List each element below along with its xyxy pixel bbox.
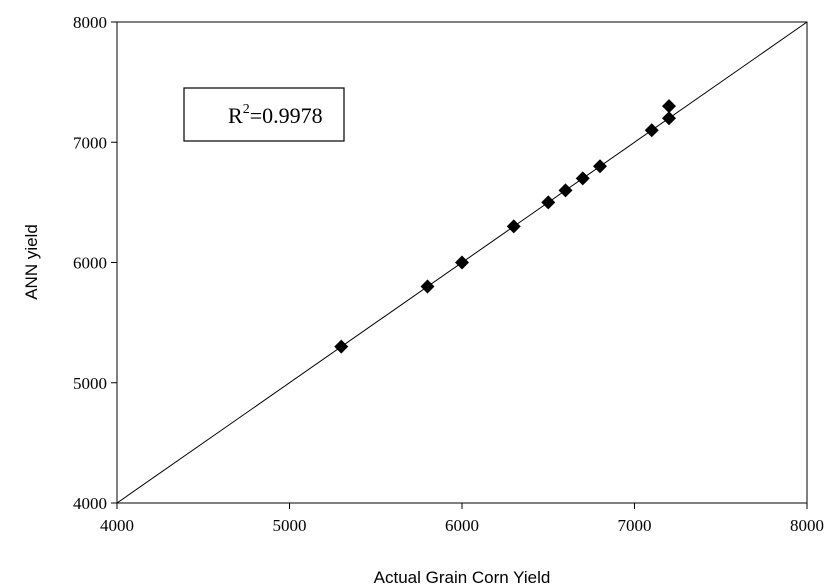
x-tick-label: 8000: [790, 516, 824, 535]
annotation-text: R2=0.9978: [228, 102, 323, 128]
data-point: [593, 159, 607, 174]
y-tick-labels: 4000 5000 6000 7000 8000: [73, 13, 107, 513]
x-axis-title: Actual Grain Corn Yield: [374, 568, 551, 587]
data-point: [662, 99, 676, 114]
y-tick-label: 7000: [73, 133, 107, 152]
y-tick-label: 5000: [73, 374, 107, 393]
y-tick-label: 8000: [73, 13, 107, 32]
annotation-value: =0.9978: [250, 103, 323, 128]
y-tick-label: 6000: [73, 254, 107, 273]
data-points: [334, 99, 676, 354]
annotation-base: R: [228, 103, 243, 128]
axis-ticks: [111, 21, 808, 509]
annotation-superscript: 2: [243, 102, 250, 117]
data-point: [455, 255, 469, 270]
data-point: [575, 171, 590, 186]
data-point: [644, 123, 659, 138]
x-tick-label: 6000: [445, 516, 479, 535]
x-tick-labels: 4000 5000 6000 7000 8000: [100, 516, 824, 535]
x-tick-label: 4000: [100, 516, 134, 535]
x-tick-label: 7000: [618, 516, 652, 535]
data-point: [662, 111, 676, 126]
data-point: [420, 279, 435, 294]
data-point: [558, 183, 573, 198]
data-point: [506, 219, 521, 234]
y-tick-label: 4000: [73, 494, 107, 513]
x-tick-label: 5000: [273, 516, 307, 535]
y-axis-title: ANN yield: [22, 224, 41, 300]
data-point: [334, 339, 349, 354]
r-squared-annotation: R2=0.9978: [183, 87, 345, 142]
annotation-box: [183, 87, 345, 142]
data-point: [541, 195, 556, 210]
